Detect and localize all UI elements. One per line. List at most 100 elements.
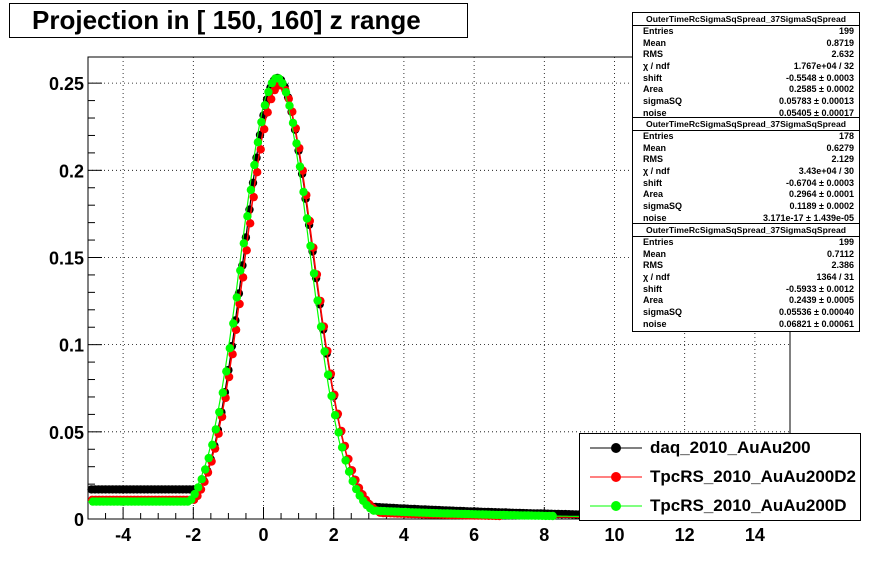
data-point [330,411,340,420]
x-tick-label: 0 [258,525,268,545]
x-tick-label: 12 [675,525,695,545]
data-point [323,370,333,379]
data-point [295,162,305,171]
y-tick-label: 0.25 [49,74,84,94]
data-point [225,344,234,353]
data-point [232,293,241,302]
data-point [246,185,256,195]
stats-row: χ / ndf 1.767e+04 / 32 [643,61,854,72]
stats-box-tpcrs-d2: OuterTimeRcSigmaSqSpread_37SigmaSqSpread… [632,117,860,226]
stats-row: sigmaSQ 0.05536 ± 0.00040 [643,307,854,318]
data-point [302,214,312,223]
legend-label: daq_2010_AuAu200 [650,438,811,457]
data-point [190,489,199,499]
data-point [264,87,273,97]
data-point [253,168,262,177]
data-point [194,483,203,492]
x-tick-label: 2 [329,525,339,545]
chart-title: Projection in [ 150, 160] z range [9,3,468,38]
stats-row: Mean 0.6279 [643,142,854,153]
data-point [337,443,347,452]
data-point [348,477,357,486]
data-point [260,101,270,110]
data-point [316,322,326,331]
data-point [341,456,350,465]
legend-label: TpcRS_2010_AuAu200D2 [650,467,856,486]
data-point [236,266,245,275]
stats-row: RMS 2.129 [643,154,854,165]
legend: daq_2010_AuAu200 TpcRS_2010_AuAu200D2 Tp… [579,433,861,521]
data-point [204,453,213,463]
stats-row: sigmaSQ 0.1189 ± 0.0002 [643,201,854,212]
x-tick-label: 6 [469,525,479,545]
data-point [306,241,315,251]
stats-box-header: OuterTimeRcSigmaSqSpread_37SigmaSqSpread [633,13,859,26]
y-tick-label: 0.15 [49,248,84,268]
stats-box-header: OuterTimeRcSigmaSqSpread_37SigmaSqSpread [633,118,859,131]
data-point [242,246,251,255]
stats-row: Entries 199 [643,237,854,247]
data-point [260,125,269,134]
data-point [313,296,322,305]
data-point [344,467,354,476]
y-tick-label: 0.05 [49,423,84,443]
x-tick-label: 10 [604,525,624,545]
stats-box-tpcrs-d: OuterTimeRcSigmaSqSpread_37SigmaSqSpread… [632,223,860,332]
data-point [278,79,287,88]
data-point [548,511,557,521]
data-point [253,138,263,147]
stats-row: sigmaSQ 0.05783 ± 0.00013 [643,96,854,107]
stats-row: noise 3.171e-17 ± 1.439e-05 [643,212,854,223]
data-point [267,94,276,104]
y-tick-label: 0 [74,510,84,530]
data-point [218,388,227,397]
data-point [208,440,217,449]
stats-box-header: OuterTimeRcSigmaSqSpread_37SigmaSqSpread [633,224,859,237]
stats-box-daq: OuterTimeRcSigmaSqSpread_37SigmaSqSpread… [632,12,860,121]
data-point [334,428,343,437]
data-point [281,88,291,97]
x-tick-label: 14 [745,525,765,545]
stats-row: Area 0.2439 ± 0.0005 [643,295,854,306]
data-point [197,475,206,484]
data-point [201,465,210,474]
stats-row: RMS 2.386 [643,260,854,271]
stats-row: noise 0.05405 ± 0.00017 [643,107,854,118]
stats-row: Mean 0.8719 [643,37,854,48]
data-point [285,101,294,110]
stats-row: shift -0.5548 ± 0.0003 [643,72,854,83]
stats-row: Area 0.2964 ± 0.0001 [643,189,854,200]
data-point [215,407,224,417]
stats-row: χ / ndf 1364 / 31 [643,272,854,283]
stats-row: Entries 199 [643,26,854,36]
data-point [249,192,258,202]
stats-row: Mean 0.7112 [643,248,854,259]
y-tick-label: 0.2 [59,161,84,181]
data-point [299,187,308,197]
stats-row: noise 0.06821 ± 0.00061 [643,318,854,329]
legend-entry-daq: daq_2010_AuAu200 [580,434,860,462]
stats-row: shift -0.5933 ± 0.0012 [643,283,854,294]
stats-row: RMS 2.632 [643,49,854,60]
x-tick-label: 4 [399,525,409,545]
legend-entry-tpcrs-d: TpcRS_2010_AuAu200D [580,492,860,520]
x-tick-label: 8 [539,525,549,545]
data-point [239,239,248,248]
x-tick-label: -2 [185,525,201,545]
data-point [292,139,301,148]
legend-label: TpcRS_2010_AuAu200D [650,496,847,515]
data-point [246,219,255,228]
data-point [238,273,248,282]
data-point [352,484,361,494]
data-point [229,319,238,328]
stats-row: χ / ndf 3.43e+04 / 30 [643,166,854,177]
data-point [263,108,272,117]
data-point [256,145,265,154]
x-tick-label: -4 [115,525,131,545]
stats-row: Area 0.2585 ± 0.0002 [643,84,854,95]
data-point [309,269,319,278]
data-point [235,299,244,309]
data-point [222,367,231,376]
legend-entry-tpcrs-d2: TpcRS_2010_AuAu200D2 [580,463,860,491]
data-point [257,117,266,127]
